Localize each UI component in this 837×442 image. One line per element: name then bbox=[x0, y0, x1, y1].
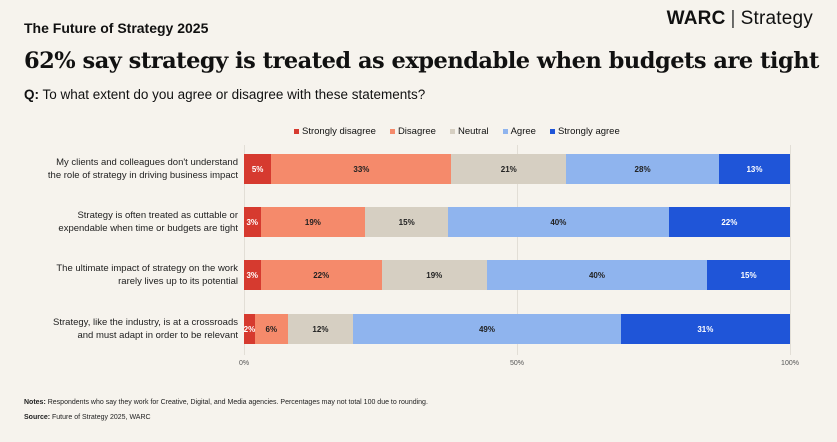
bar-segment-strongly-disagree: 2% bbox=[244, 314, 255, 344]
bar-segment-strongly-agree: 15% bbox=[707, 260, 790, 290]
brand-separator: | bbox=[730, 8, 736, 29]
gridline bbox=[517, 145, 518, 355]
chart-headline: 62% say strategy is treated as expendabl… bbox=[24, 48, 819, 74]
legend-label: Strongly disagree bbox=[302, 126, 376, 137]
legend-label: Strongly agree bbox=[557, 126, 620, 137]
category-label: My clients and colleagues don't understa… bbox=[47, 157, 238, 181]
legend-item-strongly-agree: Strongly agree bbox=[549, 126, 620, 137]
x-tick-label: 100% bbox=[781, 360, 799, 367]
legend-label: Disagree bbox=[397, 126, 436, 137]
bar-segment-strongly-agree: 31% bbox=[620, 314, 790, 344]
legend-label: Agree bbox=[510, 126, 536, 137]
source-prefix: Source: bbox=[24, 414, 51, 421]
source-text: Future of Strategy 2025, WARC bbox=[52, 414, 151, 421]
legend-swatch bbox=[389, 129, 395, 134]
report-kicker: The Future of Strategy 2025 bbox=[24, 20, 209, 36]
x-tick-label: 50% bbox=[509, 360, 525, 367]
chart-legend: Strongly disagree Disagree Neutral Agree Str… bbox=[294, 126, 620, 137]
bar-segment-neutral: 12% bbox=[287, 314, 354, 344]
category-label: The ultimate impact of strategy on the w… bbox=[56, 263, 238, 287]
legend-item-agree: Agree bbox=[502, 126, 536, 137]
bar-segment-neutral: 19% bbox=[381, 260, 487, 290]
bar-segment-disagree: 22% bbox=[260, 260, 382, 290]
legend-label: Neutral bbox=[457, 126, 489, 137]
legend-swatch bbox=[549, 129, 555, 134]
notes-prefix: Notes: bbox=[24, 399, 46, 406]
gridline bbox=[790, 145, 791, 355]
source: Source: Future of Strategy 2025, WARC bbox=[24, 414, 151, 421]
bar-segment-agree: 40% bbox=[486, 260, 708, 290]
legend-item-neutral: Neutral bbox=[449, 126, 489, 137]
legend-item-strongly-disagree: Strongly disagree bbox=[294, 126, 376, 137]
legend-item-disagree: Disagree bbox=[389, 126, 436, 137]
survey-question: Q: To what extent do you agree or disagr… bbox=[24, 87, 425, 102]
bar-segment-neutral: 21% bbox=[451, 154, 567, 184]
bar-segment-strongly-disagree: 5% bbox=[244, 154, 272, 184]
bar-segment-neutral: 15% bbox=[365, 207, 449, 237]
gridline bbox=[244, 145, 245, 355]
bar-segment-agree: 40% bbox=[448, 207, 669, 237]
notes-text: Respondents who say they work for Creati… bbox=[47, 399, 428, 406]
bar-segment-strongly-agree: 22% bbox=[668, 207, 790, 237]
bar-segment-strongly-disagree: 3% bbox=[244, 260, 261, 290]
x-tick-label: 0% bbox=[238, 360, 250, 367]
legend-swatch bbox=[294, 129, 299, 134]
question-text: To what extent do you agree or disagree … bbox=[42, 87, 426, 102]
category-label: Strategy, like the industry, is at a cro… bbox=[53, 317, 238, 341]
bar-segment-agree: 28% bbox=[566, 154, 719, 184]
brand-logo: WARC | Strategy bbox=[667, 8, 813, 30]
notes: Notes: Respondents who say they work for… bbox=[24, 399, 428, 406]
bar-segment-strongly-agree: 13% bbox=[719, 154, 790, 184]
brand-main: WARC bbox=[666, 8, 726, 29]
bar-segment-strongly-disagree: 3% bbox=[244, 207, 261, 237]
question-prefix: Q: bbox=[24, 87, 39, 102]
bar-segment-agree: 49% bbox=[353, 314, 621, 344]
bar-segment-disagree: 6% bbox=[254, 314, 288, 344]
bar-segment-disagree: 19% bbox=[260, 207, 366, 237]
bar-segment-disagree: 33% bbox=[271, 154, 452, 184]
brand-sub: Strategy bbox=[740, 8, 813, 29]
legend-swatch bbox=[449, 129, 455, 134]
category-label: Strategy is often treated as cuttable or… bbox=[58, 210, 238, 234]
legend-swatch bbox=[502, 129, 508, 134]
